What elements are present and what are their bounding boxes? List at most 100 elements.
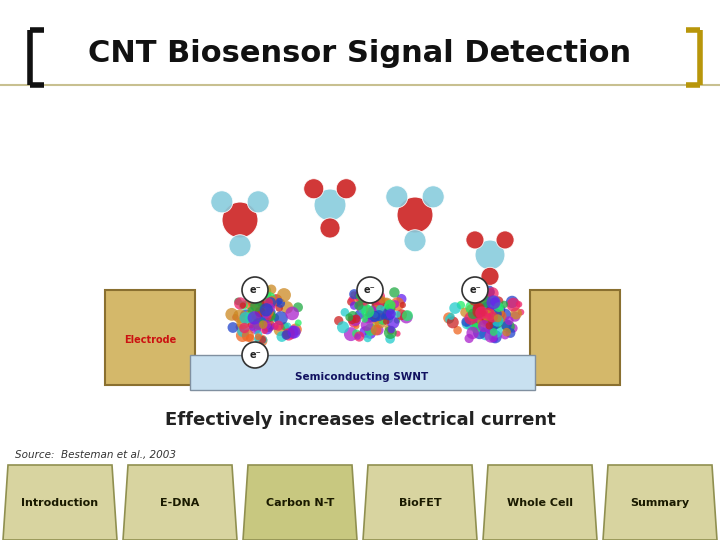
Text: CNT Biosensor Signal Detection: CNT Biosensor Signal Detection <box>89 38 631 68</box>
Circle shape <box>356 300 368 312</box>
Circle shape <box>456 301 465 309</box>
Circle shape <box>384 303 395 314</box>
Text: e⁻: e⁻ <box>364 285 376 295</box>
Circle shape <box>479 308 487 316</box>
Circle shape <box>369 311 380 322</box>
Circle shape <box>387 327 395 335</box>
Circle shape <box>257 292 264 298</box>
Circle shape <box>248 307 254 313</box>
Circle shape <box>253 318 264 329</box>
Circle shape <box>263 309 276 322</box>
Circle shape <box>477 316 488 327</box>
Circle shape <box>383 313 393 323</box>
Circle shape <box>348 296 354 302</box>
Text: e⁻: e⁻ <box>249 350 261 360</box>
Circle shape <box>470 323 478 331</box>
Circle shape <box>482 306 494 318</box>
Circle shape <box>380 308 392 320</box>
Circle shape <box>361 305 374 318</box>
Circle shape <box>454 326 462 335</box>
Circle shape <box>490 305 501 316</box>
Circle shape <box>480 295 491 308</box>
Circle shape <box>341 308 349 316</box>
Circle shape <box>357 300 364 307</box>
Circle shape <box>240 302 246 308</box>
Circle shape <box>261 327 268 334</box>
Circle shape <box>487 316 498 326</box>
Circle shape <box>370 309 379 319</box>
Circle shape <box>304 179 324 199</box>
Circle shape <box>264 308 271 315</box>
Circle shape <box>389 301 396 308</box>
FancyBboxPatch shape <box>190 355 535 390</box>
Circle shape <box>365 310 372 318</box>
Circle shape <box>381 313 387 320</box>
Circle shape <box>268 323 274 330</box>
Circle shape <box>492 304 500 313</box>
Circle shape <box>232 314 239 321</box>
Circle shape <box>498 306 505 314</box>
Circle shape <box>505 316 513 325</box>
Circle shape <box>372 310 380 318</box>
Circle shape <box>468 317 480 329</box>
Circle shape <box>366 307 375 316</box>
Circle shape <box>475 309 487 321</box>
Text: Summary: Summary <box>631 497 690 508</box>
Circle shape <box>352 315 361 323</box>
Circle shape <box>234 298 242 305</box>
Polygon shape <box>123 465 237 540</box>
Circle shape <box>387 326 395 333</box>
Circle shape <box>258 310 269 321</box>
Circle shape <box>266 285 276 294</box>
Circle shape <box>251 312 259 321</box>
Circle shape <box>260 315 267 322</box>
Circle shape <box>255 335 267 347</box>
Circle shape <box>364 327 370 333</box>
Circle shape <box>258 285 271 298</box>
Text: BioFET: BioFET <box>399 497 441 508</box>
Circle shape <box>473 326 486 339</box>
Circle shape <box>371 312 378 319</box>
Text: Semiconducting SWNT: Semiconducting SWNT <box>295 372 428 382</box>
Circle shape <box>233 309 247 323</box>
Circle shape <box>355 309 364 319</box>
Circle shape <box>395 330 400 337</box>
Circle shape <box>365 291 377 302</box>
Circle shape <box>384 326 397 339</box>
Circle shape <box>449 302 461 314</box>
Circle shape <box>487 295 500 309</box>
Circle shape <box>385 334 395 343</box>
Circle shape <box>467 327 479 339</box>
Circle shape <box>256 311 269 323</box>
Circle shape <box>464 334 474 343</box>
Circle shape <box>481 310 487 316</box>
Polygon shape <box>243 465 357 540</box>
Circle shape <box>489 319 500 330</box>
Circle shape <box>475 240 505 270</box>
Circle shape <box>276 299 285 308</box>
Text: Source:  Besteman et al., 2003: Source: Besteman et al., 2003 <box>15 450 176 460</box>
Circle shape <box>486 287 499 300</box>
Circle shape <box>240 315 248 322</box>
Circle shape <box>466 305 477 315</box>
Circle shape <box>255 330 262 338</box>
Circle shape <box>349 289 359 299</box>
Circle shape <box>464 312 477 325</box>
Circle shape <box>510 312 521 322</box>
Circle shape <box>362 287 376 301</box>
Circle shape <box>445 315 454 323</box>
Circle shape <box>357 277 383 303</box>
Circle shape <box>492 309 502 319</box>
Circle shape <box>492 315 503 327</box>
Circle shape <box>285 307 299 320</box>
Circle shape <box>485 330 498 343</box>
Circle shape <box>236 329 249 342</box>
Text: Electrode: Electrode <box>124 335 176 345</box>
Circle shape <box>462 318 473 329</box>
Circle shape <box>225 308 238 321</box>
Circle shape <box>390 287 400 298</box>
Circle shape <box>266 296 277 307</box>
Circle shape <box>518 309 524 315</box>
Circle shape <box>253 319 264 329</box>
Circle shape <box>240 309 253 323</box>
